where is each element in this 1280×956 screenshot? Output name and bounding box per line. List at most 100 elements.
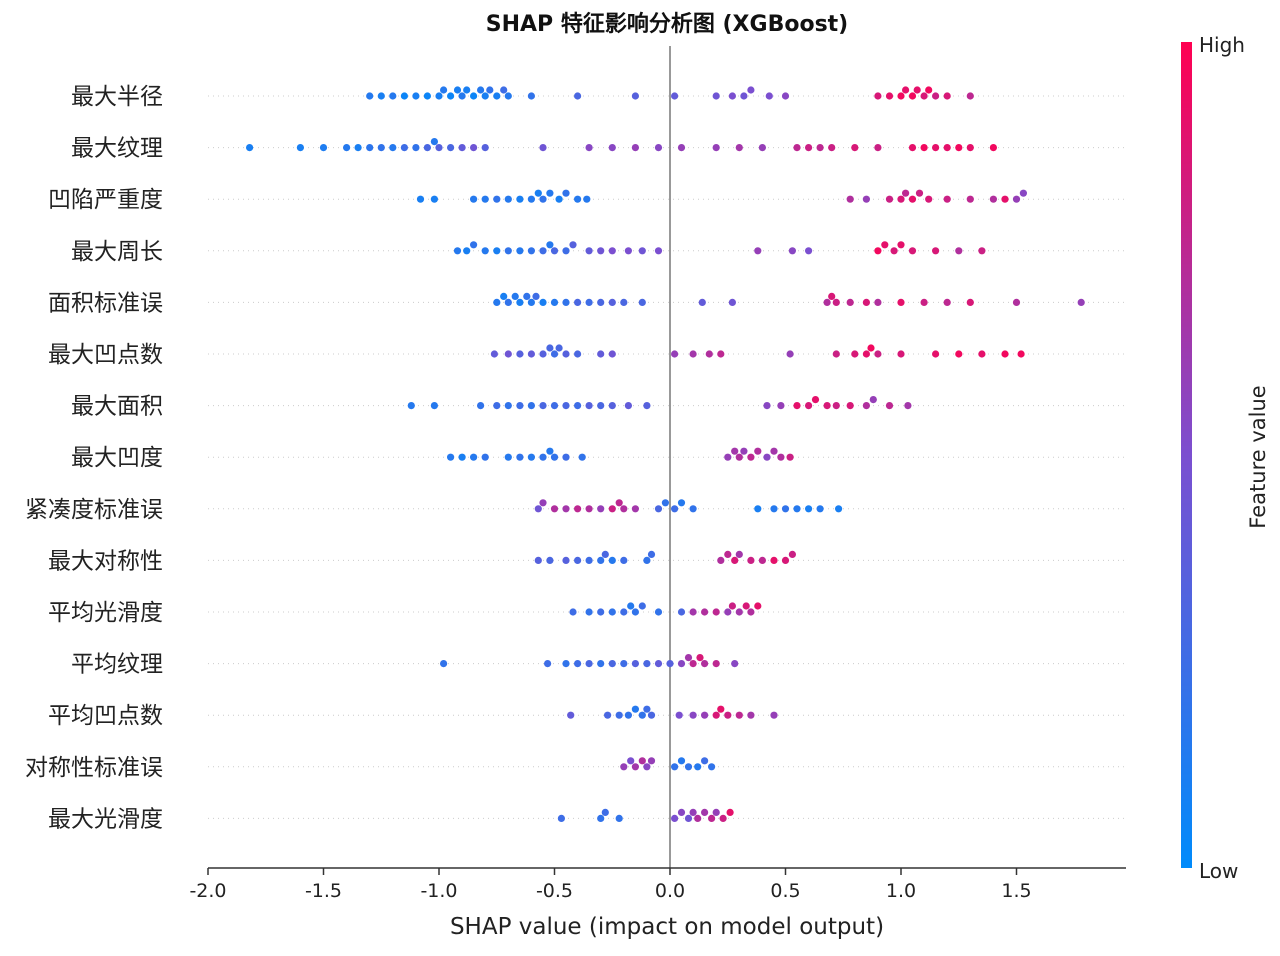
shap-point xyxy=(624,711,633,719)
shap-point xyxy=(493,195,501,203)
shap-point xyxy=(412,92,420,100)
shap-point xyxy=(719,814,727,823)
shap-point xyxy=(516,195,524,203)
shap-point xyxy=(671,92,679,100)
shap-point xyxy=(527,92,536,100)
shap-point xyxy=(343,144,351,152)
shap-point xyxy=(712,660,720,668)
shap-point xyxy=(696,654,704,662)
shap-point xyxy=(754,505,762,513)
shap-point xyxy=(585,556,593,565)
shap-point xyxy=(562,556,570,565)
shap-point xyxy=(677,757,686,765)
shap-point xyxy=(754,447,762,455)
shap-point xyxy=(583,195,591,203)
shap-point xyxy=(932,92,940,100)
shap-point xyxy=(470,453,478,461)
feature-label: 最大纹理 xyxy=(71,136,163,162)
shap-point xyxy=(925,86,933,94)
shap-point xyxy=(377,144,385,152)
shap-point xyxy=(828,144,836,152)
shap-point xyxy=(615,814,623,823)
shap-point xyxy=(550,505,559,513)
shap-point xyxy=(631,505,640,513)
shap-point xyxy=(440,86,448,94)
shap-point xyxy=(620,505,628,513)
shap-point xyxy=(470,195,478,203)
shap-point xyxy=(770,505,778,513)
shap-point xyxy=(832,350,840,358)
shap-point xyxy=(608,556,616,565)
shap-point xyxy=(920,144,928,152)
shap-point xyxy=(511,292,519,300)
shap-point xyxy=(978,350,986,358)
shap-point xyxy=(550,247,559,255)
shap-point xyxy=(913,86,921,94)
shap-point xyxy=(908,195,917,203)
shap-point xyxy=(712,608,720,616)
shap-point xyxy=(677,660,686,668)
shap-point xyxy=(728,92,737,100)
shap-point xyxy=(897,195,905,203)
shap-point xyxy=(675,711,683,719)
x-tick-label: 1.5 xyxy=(1001,880,1031,902)
x-tick-label: -1.5 xyxy=(305,880,342,902)
shap-point xyxy=(532,292,540,300)
shap-point xyxy=(724,550,732,559)
shap-point xyxy=(823,298,831,306)
shap-point xyxy=(788,247,797,255)
shap-point xyxy=(377,92,385,100)
shap-point xyxy=(562,660,570,668)
shap-point xyxy=(846,298,854,306)
shap-point xyxy=(574,505,582,513)
shap-point xyxy=(943,144,951,152)
shap-point xyxy=(539,499,547,507)
shap-point xyxy=(504,92,512,100)
shap-point xyxy=(562,247,570,255)
shap-point xyxy=(447,144,455,152)
shap-point xyxy=(567,711,575,719)
shap-point xyxy=(550,402,559,410)
shap-point xyxy=(832,298,840,306)
shap-point xyxy=(597,660,605,668)
shap-point xyxy=(832,402,840,410)
shap-point xyxy=(874,144,882,152)
shap-point xyxy=(647,757,656,765)
shap-point xyxy=(585,144,593,152)
shap-point xyxy=(527,247,536,255)
shap-point xyxy=(717,556,725,565)
shap-point xyxy=(523,292,531,300)
shap-point xyxy=(481,195,489,203)
shap-point xyxy=(539,402,547,410)
shap-point xyxy=(638,757,646,765)
shap-point xyxy=(932,350,940,358)
shap-point xyxy=(677,808,686,817)
shap-point xyxy=(569,241,577,249)
shap-point xyxy=(689,808,697,817)
shap-point xyxy=(638,298,646,306)
shap-point xyxy=(527,402,536,410)
shap-point xyxy=(747,608,755,616)
shap-point xyxy=(770,447,778,455)
shap-point xyxy=(638,247,646,255)
shap-point xyxy=(477,402,485,410)
shap-point xyxy=(407,402,415,410)
shap-point xyxy=(597,247,605,255)
shap-point xyxy=(597,505,605,513)
shap-point xyxy=(1019,189,1027,197)
shap-point xyxy=(423,144,431,152)
shap-point xyxy=(777,402,785,410)
shap-point xyxy=(717,350,725,358)
shap-point xyxy=(504,453,512,461)
shap-point xyxy=(435,92,443,100)
shap-point xyxy=(742,602,750,610)
shap-point xyxy=(724,453,732,461)
shap-point xyxy=(966,195,974,203)
shap-point xyxy=(701,808,709,817)
shap-point xyxy=(897,298,905,306)
shap-point xyxy=(624,402,633,410)
shap-point xyxy=(430,195,438,203)
shap-point xyxy=(627,602,635,610)
shap-point xyxy=(671,814,679,823)
shap-point xyxy=(724,608,732,616)
